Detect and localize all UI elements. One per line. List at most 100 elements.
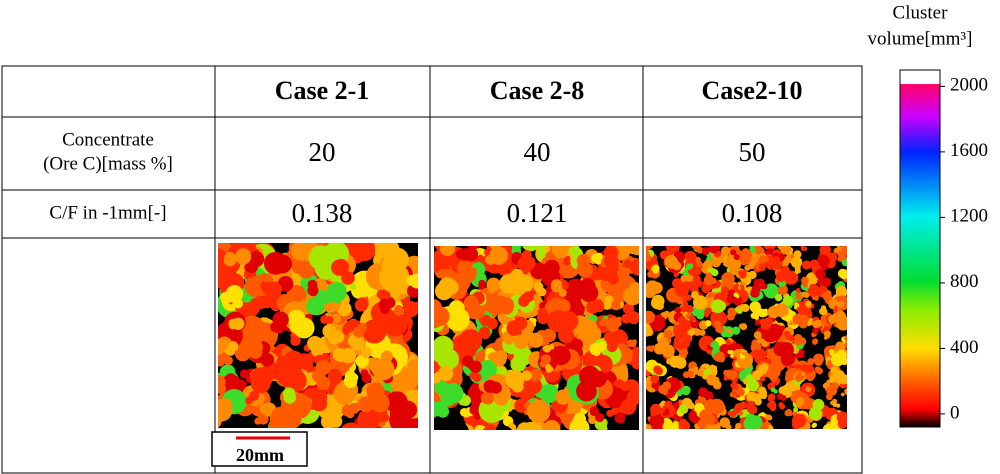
cluster: [813, 286, 824, 297]
cluster: [803, 246, 808, 251]
cluster-image: [646, 246, 847, 429]
cluster: [770, 331, 780, 342]
cluster: [646, 423, 648, 428]
cluster: [704, 414, 716, 425]
cluster: [434, 380, 449, 396]
cluster: [793, 407, 799, 413]
row-label: C/F in -1mm[-]: [49, 202, 166, 223]
cluster: [585, 325, 602, 343]
cluster: [316, 292, 327, 303]
cluster: [327, 243, 334, 244]
cluster: [793, 250, 802, 259]
cluster: [336, 243, 341, 244]
cluster: [218, 399, 233, 422]
cluster: [603, 246, 619, 260]
cluster: [820, 307, 828, 316]
cluster: [590, 370, 607, 388]
cluster: [370, 393, 390, 413]
cluster: [331, 259, 348, 276]
cluster: [728, 307, 737, 317]
cluster: [846, 357, 847, 363]
cluster: [358, 322, 368, 332]
cluster: [702, 247, 710, 255]
cluster: [819, 246, 831, 256]
cluster: [682, 301, 689, 307]
cluster: [560, 246, 573, 250]
cluster: [772, 256, 781, 265]
cluster: [409, 273, 418, 289]
cluster: [831, 398, 838, 405]
cluster-images: [218, 243, 847, 430]
cluster: [778, 341, 794, 358]
cluster: [778, 402, 784, 408]
cluster: [756, 321, 760, 325]
cluster: [822, 424, 834, 429]
cluster: [707, 345, 712, 350]
cluster: [458, 329, 483, 353]
cluster: [558, 288, 567, 297]
cluster: [725, 371, 732, 378]
cluster: [777, 284, 788, 295]
cluster: [595, 412, 605, 423]
cluster: [234, 248, 252, 265]
cluster: [543, 259, 560, 276]
cluster: [732, 296, 738, 303]
scale-bar-label: 20mm: [236, 445, 284, 465]
cluster: [709, 398, 725, 415]
cluster: [746, 413, 756, 423]
cluster: [738, 323, 745, 329]
cluster: [742, 270, 747, 275]
cluster: [704, 259, 712, 267]
cluster: [374, 413, 384, 423]
cluster: [311, 344, 325, 357]
cluster: [733, 292, 739, 298]
cluster: [794, 333, 803, 343]
cluster: [562, 416, 572, 427]
cluster: [844, 259, 847, 266]
cluster: [434, 306, 445, 329]
cluster: [573, 412, 587, 426]
cluster: [682, 296, 688, 302]
cluster: [270, 321, 281, 333]
cluster: [674, 306, 682, 314]
cluster: [650, 282, 663, 294]
cluster: [741, 281, 746, 286]
cluster: [784, 246, 791, 247]
cluster: [699, 329, 706, 336]
cluster: [812, 422, 817, 428]
cluster: [589, 406, 599, 416]
cluster: [543, 344, 552, 353]
cluster: [360, 346, 372, 358]
cluster: [557, 310, 579, 332]
cluster: [715, 327, 720, 333]
cluster: [758, 263, 766, 270]
cluster: [767, 247, 774, 254]
cluster: [817, 254, 829, 266]
cluster: [750, 288, 760, 298]
cluster: [476, 425, 487, 430]
cluster: [266, 281, 282, 298]
cluster: [821, 277, 832, 287]
cluster: [715, 351, 725, 361]
cluster: [730, 354, 735, 358]
cluster: [563, 258, 571, 266]
cluster: [808, 406, 823, 421]
cluster: [550, 297, 563, 310]
cluster: [769, 400, 776, 407]
cluster: [741, 303, 750, 313]
cluster: [682, 334, 692, 343]
cluster: [646, 345, 652, 352]
cluster: [833, 309, 837, 314]
cluster: [728, 330, 732, 334]
colorbar-tick-label: 800: [950, 271, 979, 292]
cluster: [737, 281, 742, 286]
cluster: [726, 295, 734, 304]
cluster: [788, 321, 793, 326]
cluster: [834, 305, 838, 310]
cluster: [622, 302, 635, 315]
cluster: [651, 420, 663, 429]
cluster: [440, 391, 456, 407]
cluster: [558, 327, 575, 344]
cluster: [792, 257, 800, 265]
cluster: [715, 300, 727, 312]
